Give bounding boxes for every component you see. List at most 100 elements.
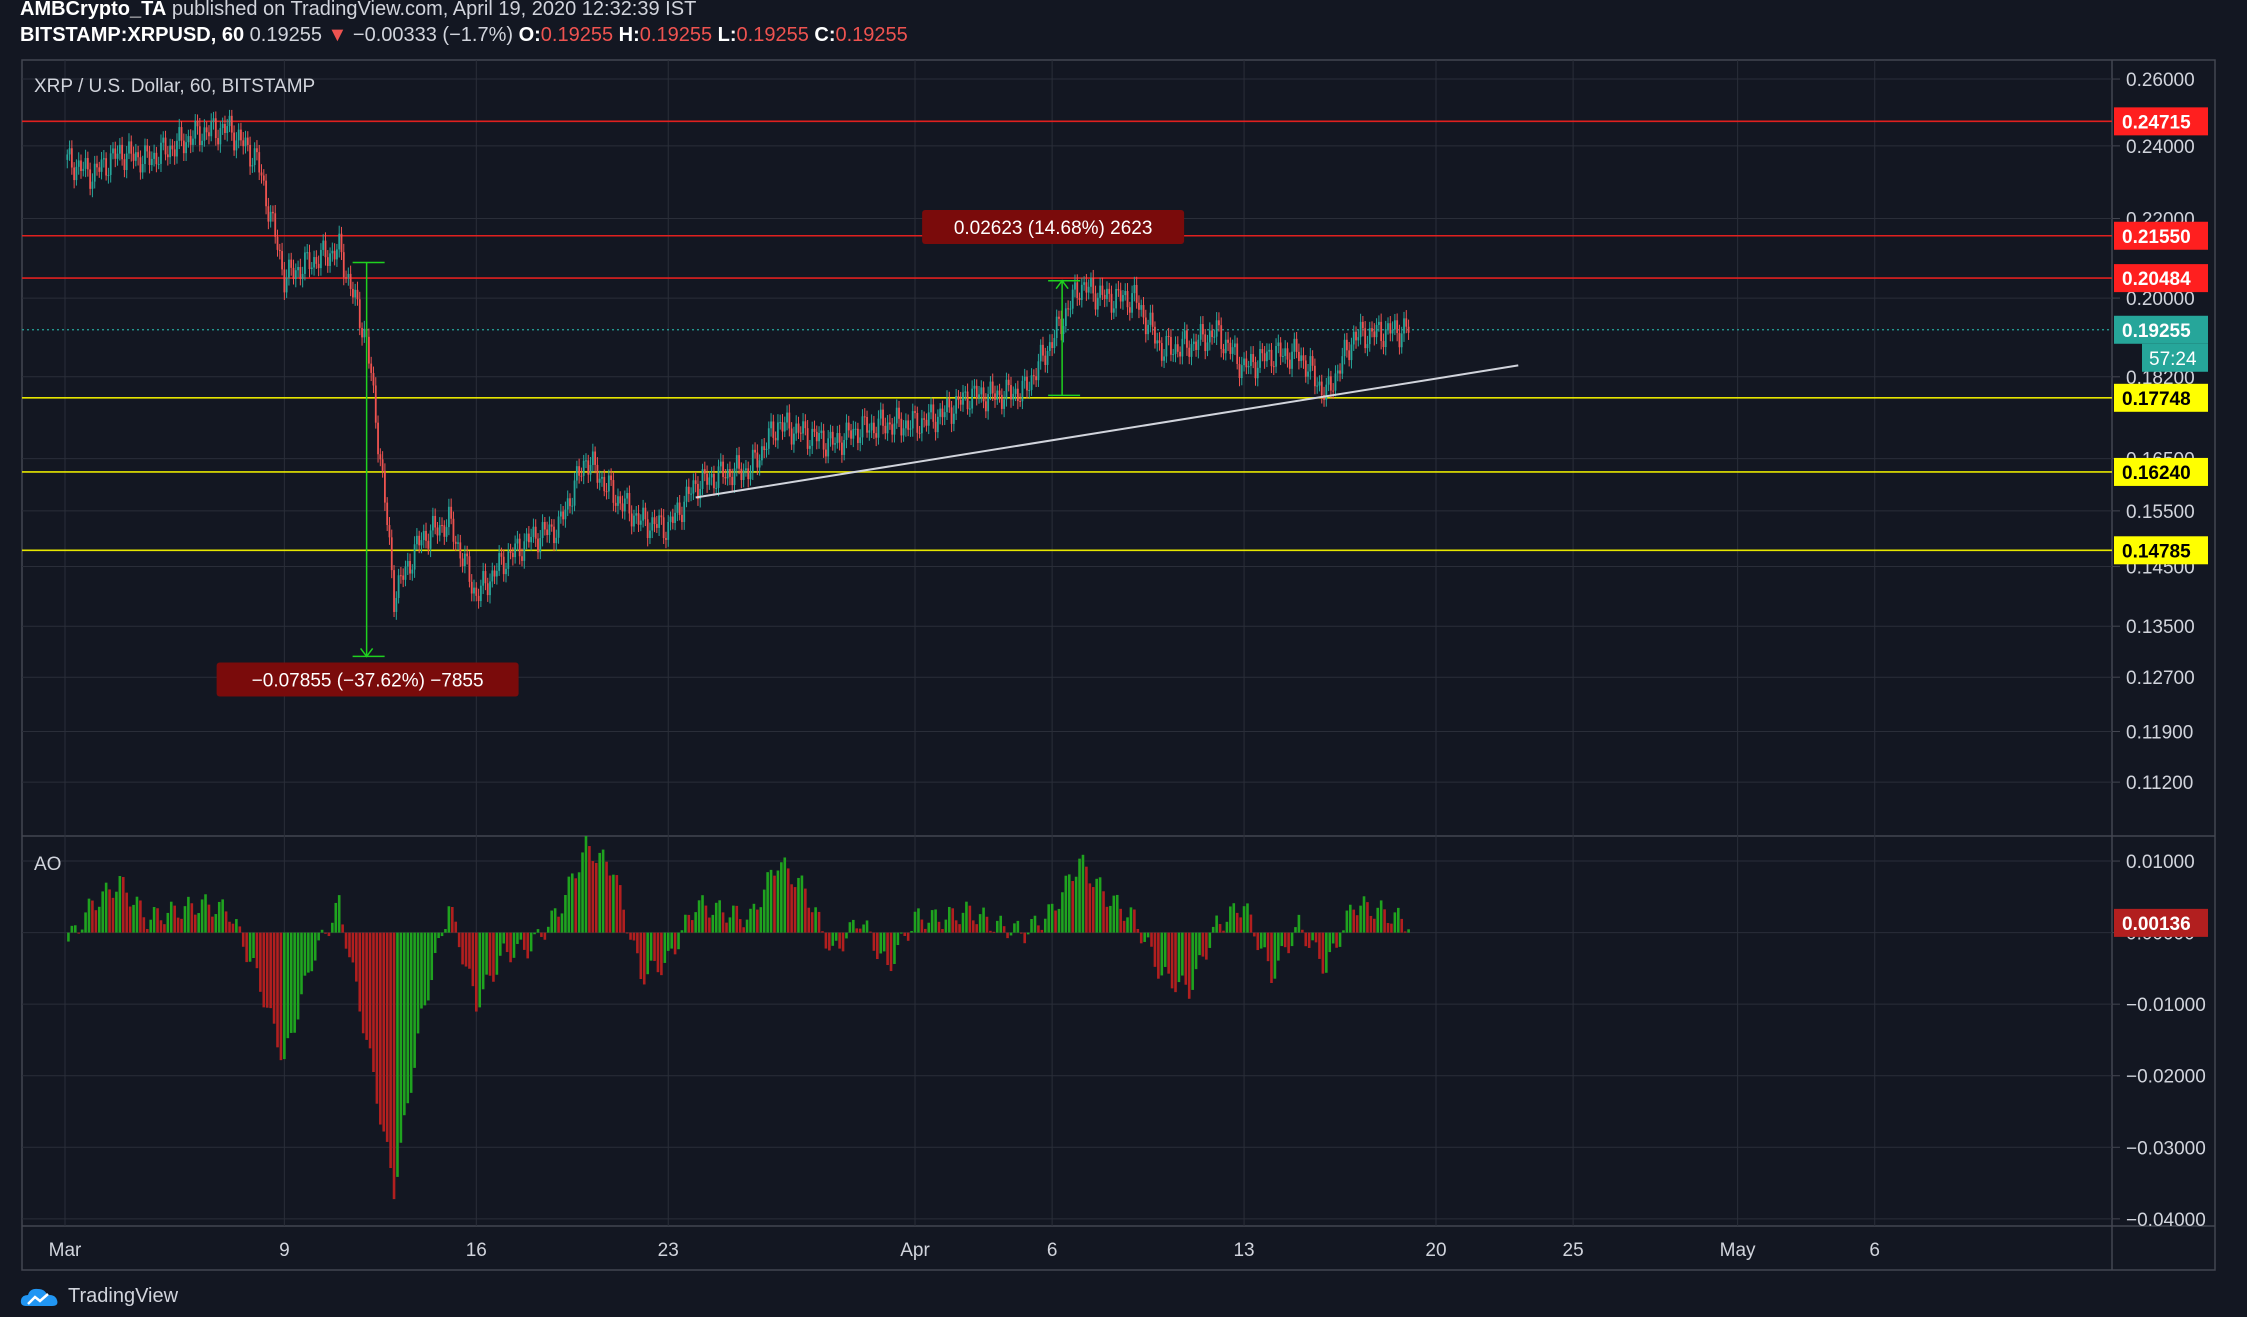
ao-bar bbox=[1205, 932, 1208, 960]
ao-bar bbox=[204, 894, 207, 933]
ao-bar bbox=[303, 932, 307, 976]
ao-bar bbox=[296, 932, 300, 1020]
ao-bar bbox=[451, 907, 454, 933]
candle-body bbox=[589, 465, 592, 475]
candle-body bbox=[973, 385, 976, 389]
ao-bar bbox=[84, 912, 87, 933]
candle-body bbox=[703, 469, 706, 474]
candle-body bbox=[404, 566, 407, 580]
ao-bar bbox=[327, 932, 331, 937]
candle-body bbox=[841, 442, 843, 455]
candle-body bbox=[1227, 339, 1229, 343]
candle-body bbox=[253, 148, 256, 166]
ao-bar bbox=[1235, 912, 1239, 933]
candle-body bbox=[272, 211, 274, 214]
candle-body bbox=[1128, 307, 1131, 313]
ao-bar bbox=[77, 932, 81, 934]
candle-body bbox=[932, 404, 935, 422]
candle-body bbox=[70, 148, 73, 168]
ao-bar bbox=[1067, 874, 1071, 933]
ao-bar bbox=[1095, 878, 1098, 933]
candle-body bbox=[301, 273, 304, 279]
candle-body bbox=[1350, 344, 1353, 361]
candle-body bbox=[527, 533, 530, 543]
ao-bar bbox=[1232, 903, 1236, 933]
ao-bar bbox=[142, 917, 146, 933]
candle-body bbox=[628, 493, 631, 514]
candle-body bbox=[86, 158, 89, 170]
candle-body bbox=[388, 525, 391, 538]
candle-body bbox=[710, 473, 713, 478]
candle-body bbox=[1357, 337, 1360, 341]
candle-body bbox=[930, 404, 932, 413]
candle-body bbox=[399, 575, 402, 577]
ao-bar bbox=[687, 914, 691, 933]
ao-bar bbox=[341, 924, 344, 933]
candle-body bbox=[226, 126, 229, 134]
candle-body bbox=[507, 551, 510, 569]
candle-body bbox=[772, 421, 775, 438]
candle-body bbox=[587, 460, 590, 475]
ao-bar bbox=[1407, 929, 1410, 933]
author-name[interactable]: AMBCrypto_TA bbox=[20, 0, 167, 20]
candle-body bbox=[333, 250, 336, 260]
ao-bar bbox=[852, 919, 855, 933]
candle-body bbox=[1286, 348, 1289, 360]
candle-body bbox=[171, 145, 174, 150]
last-price-badge bbox=[2114, 315, 2208, 344]
ao-bar bbox=[392, 932, 396, 1200]
tradingview-footer[interactable]: TradingView bbox=[20, 1285, 178, 1308]
candle-body bbox=[975, 385, 978, 398]
candle-body bbox=[1348, 350, 1351, 361]
ao-bar bbox=[625, 932, 629, 934]
ao-bar bbox=[176, 917, 180, 933]
ao-bar bbox=[954, 920, 958, 933]
candle-body bbox=[518, 538, 521, 557]
ao-bar bbox=[1331, 932, 1335, 944]
candle-body bbox=[1131, 293, 1133, 313]
candle-body bbox=[1032, 375, 1035, 377]
candle-body bbox=[884, 425, 887, 434]
candle-body bbox=[1042, 344, 1044, 356]
candle-body bbox=[623, 498, 626, 512]
ao-bar bbox=[1256, 932, 1260, 951]
candle-body bbox=[804, 421, 807, 429]
candle-body bbox=[347, 273, 350, 278]
candle-body bbox=[923, 418, 926, 420]
candle-body bbox=[1313, 365, 1316, 387]
symbol-info[interactable]: BITSTAMP:XRPUSD, 60 bbox=[20, 24, 245, 46]
ao-bar bbox=[896, 932, 900, 946]
candle-body bbox=[845, 422, 848, 440]
ao-bar bbox=[224, 911, 228, 933]
ao-bar bbox=[423, 932, 427, 1006]
candle-body bbox=[559, 511, 562, 517]
ao-bar bbox=[742, 927, 745, 933]
candle-body bbox=[1304, 360, 1307, 377]
candle-body bbox=[233, 132, 235, 151]
ao-bar bbox=[403, 932, 406, 1116]
ao-bar bbox=[108, 889, 111, 933]
candle-body bbox=[182, 140, 185, 154]
ascending-trendline[interactable] bbox=[695, 364, 1519, 499]
ao-bar bbox=[1376, 907, 1380, 933]
candle-body bbox=[706, 473, 708, 485]
ao-bar bbox=[464, 932, 468, 967]
candle-body bbox=[1293, 338, 1296, 352]
ao-bar bbox=[704, 905, 708, 933]
ao-bar bbox=[632, 932, 636, 941]
candle-body bbox=[370, 363, 373, 373]
ao-bar bbox=[211, 916, 214, 933]
candle-body bbox=[160, 142, 162, 164]
candle-body bbox=[1377, 321, 1380, 325]
candle-body bbox=[262, 175, 265, 181]
ao-tick-label: −0.03000 bbox=[2126, 1138, 2206, 1159]
ao-bar bbox=[1359, 905, 1362, 933]
ao-bar bbox=[115, 891, 118, 933]
low-label: L: bbox=[717, 24, 737, 46]
candle-body bbox=[251, 165, 254, 167]
ao-bar bbox=[1215, 915, 1218, 933]
candle-body bbox=[260, 172, 263, 176]
candle-body bbox=[861, 416, 864, 438]
ao-bar bbox=[1307, 932, 1311, 948]
